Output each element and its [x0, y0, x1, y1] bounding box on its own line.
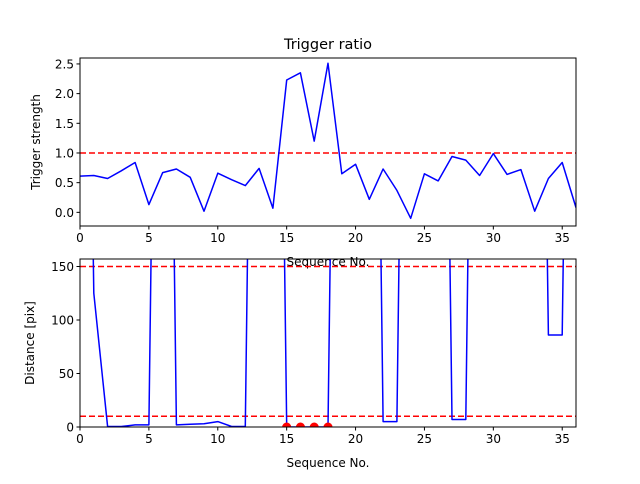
- series-line: [80, 62, 576, 220]
- y-tick-label: 150: [51, 260, 74, 274]
- x-tick-label: 20: [348, 231, 363, 245]
- x-tick-label: 10: [210, 432, 225, 446]
- plot-area: [80, 62, 576, 220]
- x-tick-label: 0: [76, 432, 84, 446]
- x-tick-label: 0: [76, 231, 84, 245]
- y-tick-label: 2.0: [55, 87, 74, 101]
- x-tick-label: 15: [279, 432, 294, 446]
- x-tick-label: 15: [279, 231, 294, 245]
- detection-marker: [295, 422, 305, 427]
- x-tick-label: 5: [145, 432, 153, 446]
- x-tick-label: 30: [486, 231, 501, 245]
- y-tick-label: 50: [59, 367, 74, 381]
- axes-top: 0 5 10 15 20 25 30 35 0.0 0.5 1.0 1.5 2.0 2.5: [55, 57, 577, 245]
- y-tick-label: 0.5: [55, 176, 74, 190]
- detection-marker: [282, 422, 292, 427]
- axes-bottom: 0 5 10 15 20 25 30 35 0 50 100 150: [51, 258, 577, 446]
- x-tick-label: 5: [145, 231, 153, 245]
- y-tick-label: 1.5: [55, 117, 74, 131]
- axes-frame: [79, 57, 577, 227]
- x-tick-label: 25: [417, 231, 432, 245]
- x-tick-label: 20: [348, 432, 363, 446]
- y-tick-label: 100: [51, 313, 74, 327]
- y-axis-label-bottom: Distance [pix]: [23, 301, 37, 385]
- axes-frame: [79, 258, 577, 428]
- x-tick-label: 25: [417, 432, 432, 446]
- x-tick-label: 35: [555, 231, 570, 245]
- y-tick-label: 0: [66, 421, 74, 435]
- x-tick-label: 30: [486, 432, 501, 446]
- y-tick-label: 1.0: [55, 146, 74, 160]
- y-axis-label-top: Trigger strength: [29, 94, 43, 191]
- x-axis-label-bottom: Sequence No.: [287, 456, 370, 470]
- detection-marker: [309, 422, 319, 427]
- detection-marker: [323, 422, 333, 427]
- y-tick-label: 2.5: [55, 57, 74, 71]
- chart-title-top: Trigger ratio: [283, 37, 372, 53]
- y-tick-label: 0.0: [55, 206, 74, 220]
- x-tick-label: 35: [555, 432, 570, 446]
- x-tick-label: 10: [210, 231, 225, 245]
- plot-area: [80, 259, 576, 427]
